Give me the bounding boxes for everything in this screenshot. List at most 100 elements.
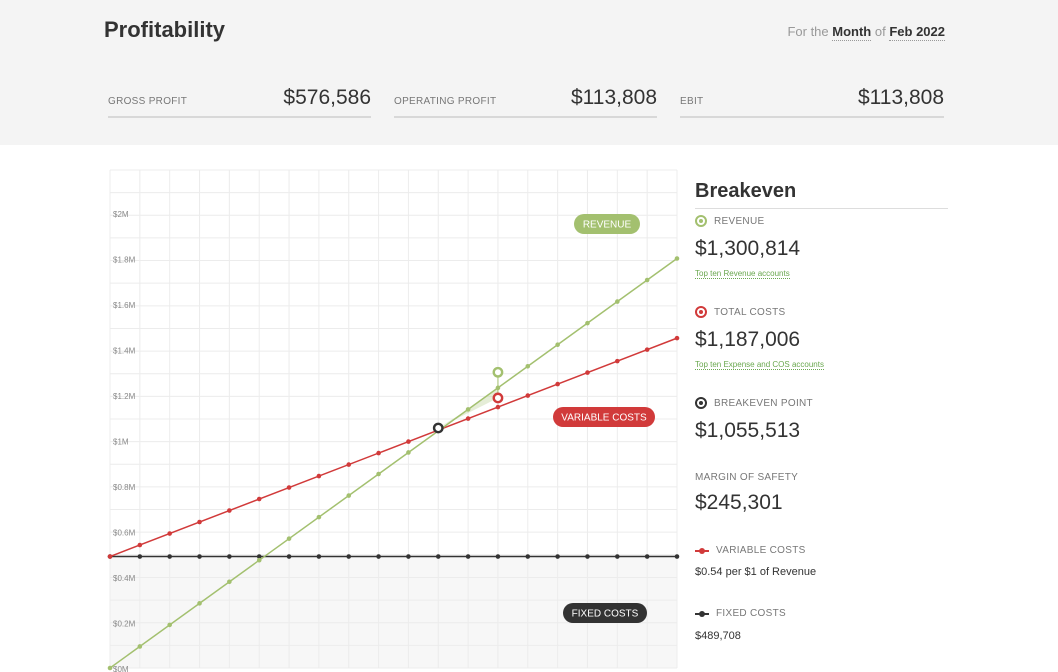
variable-costs-point — [256, 496, 262, 502]
variable-costs-point — [555, 381, 560, 387]
kpi-label: EBIT — [680, 96, 704, 107]
revenue-point — [167, 622, 172, 628]
fixed-costs-label: FIXED COSTS — [716, 608, 786, 619]
fixed-costs-value: $489,708 — [695, 630, 741, 642]
variable-costs-point — [167, 531, 172, 536]
revenue-point — [107, 665, 113, 671]
costs-label-row: TOTAL COSTS — [695, 306, 785, 318]
variable-costs-point — [615, 358, 620, 364]
revenue-point — [615, 299, 620, 304]
kpi-label: OPERATING PROFIT — [394, 96, 497, 107]
period-prefix: For the — [787, 24, 829, 39]
y-tick-label: $0.4M — [113, 574, 136, 583]
fixed-costs-point — [286, 554, 292, 559]
top-expense-accounts-link[interactable]: Top ten Expense and COS accounts — [695, 360, 824, 370]
fixed-costs-point — [495, 554, 501, 559]
breakeven-dot-icon — [695, 397, 707, 409]
revenue-value: $1,300,814 — [695, 237, 801, 260]
fixed-costs-point — [644, 554, 650, 559]
period-value-dropdown[interactable]: Feb 2022 — [889, 24, 945, 41]
variable-costs-point — [465, 416, 471, 421]
variable-costs-legend-icon — [695, 547, 709, 554]
breakeven-label: BREAKEVEN POINT — [714, 397, 813, 409]
y-tick-label: $1.8M — [113, 256, 136, 265]
fixed-costs-point — [674, 554, 680, 559]
header-panel: Profitability For the Month of Feb 2022 … — [0, 0, 1058, 145]
fixed-costs-point — [406, 554, 411, 559]
revenue-line — [109, 257, 678, 669]
costs-dot-icon — [695, 306, 707, 318]
variable-costs-value: $0.54 per $1 of Revenue — [695, 566, 817, 578]
margin-label-row: MARGIN OF SAFETY — [695, 472, 798, 483]
kpi-ebit: EBIT $113,808 — [680, 84, 944, 118]
fixed-costs-point — [555, 554, 560, 559]
variable-costs-point — [197, 519, 202, 525]
breakeven-panel: Breakeven REVENUE $1,300,814 Top ten Rev… — [695, 180, 948, 642]
costs-label: TOTAL COSTS — [714, 306, 786, 318]
top-revenue-accounts-link[interactable]: Top ten Revenue accounts — [695, 269, 790, 279]
fixed-costs-point — [376, 554, 381, 559]
y-tick-label: $2M — [113, 210, 129, 219]
y-tick-label: $1.2M — [113, 392, 136, 401]
y-tick-label: $0.2M — [113, 620, 136, 629]
variable-costs-point — [346, 462, 352, 467]
y-tick-label: $1.6M — [113, 301, 136, 310]
kpi-value: $113,808 — [857, 86, 944, 109]
breakeven-value: $1,055,513 — [695, 419, 801, 442]
breakeven-label-row: BREAKEVEN POINT — [695, 397, 813, 409]
revenue-marker — [492, 366, 504, 378]
variable-costs-point — [227, 508, 232, 513]
variable-costs-point — [585, 370, 590, 375]
period-of: of — [874, 24, 886, 39]
fixed-costs-point — [167, 554, 172, 559]
variable-costs-point — [316, 473, 322, 479]
revenue-point — [316, 514, 322, 520]
kpi-gross-profit: GROSS PROFIT $576,586 — [108, 84, 371, 118]
variable-costs-line — [109, 337, 678, 558]
breakeven-title: Breakeven — [695, 180, 948, 209]
breakeven-chart: $0M $0.2M $0.4M $0.6M $0.8M $1M $1.2M $1.4M $1.6… — [107, 169, 680, 672]
revenue-point — [525, 363, 531, 369]
margin-value: $245,301 — [695, 491, 783, 514]
y-tick-label: $0.8M — [113, 483, 136, 492]
fixed-costs-point — [256, 554, 262, 559]
revenue-label: REVENUE — [714, 215, 765, 227]
revenue-point — [376, 471, 381, 477]
revenue-point — [197, 601, 202, 606]
variable-costs-point — [376, 450, 381, 456]
revenue-dot-icon — [695, 215, 707, 227]
period-unit-dropdown[interactable]: Month — [832, 24, 872, 41]
fixed-costs-legend-icon — [695, 610, 709, 617]
revenue-point — [585, 320, 590, 326]
revenue-pill — [574, 214, 640, 234]
fixed-costs-pill-label: FIXED COSTS — [572, 609, 639, 620]
variable-costs-label-row: VARIABLE COSTS — [695, 545, 806, 556]
variable-costs-point — [495, 404, 501, 410]
fixed-costs-point — [197, 554, 202, 559]
margin-label: MARGIN OF SAFETY — [695, 472, 799, 483]
revenue-point — [406, 450, 411, 455]
revenue-point — [555, 342, 560, 348]
fixed-costs-point — [227, 554, 232, 559]
revenue-point — [644, 277, 650, 283]
variable-costs-point — [674, 335, 680, 341]
fixed-costs-point — [346, 554, 352, 559]
variable-costs-point — [406, 439, 411, 444]
costs-value: $1,187,006 — [695, 328, 801, 351]
revenue-point — [227, 579, 232, 585]
page-title: Profitability — [104, 17, 226, 42]
y-tick-label: $0M — [113, 665, 129, 672]
variable-costs-point — [107, 554, 113, 559]
revenue-point — [465, 407, 471, 412]
variable-costs-label: VARIABLE COSTS — [716, 545, 806, 556]
revenue-pill-label: REVENUE — [583, 220, 632, 231]
fixed-costs-point — [585, 554, 590, 559]
fixed-costs-pill — [563, 603, 647, 623]
variable-costs-point — [644, 347, 650, 352]
revenue-point — [495, 385, 501, 391]
fixed-costs-label-row: FIXED COSTS — [695, 608, 786, 619]
kpi-operating-profit: OPERATING PROFIT $113,808 — [394, 84, 657, 118]
revenue-point — [674, 256, 680, 261]
kpi-value: $113,808 — [570, 86, 657, 109]
costs-marker — [492, 392, 504, 404]
